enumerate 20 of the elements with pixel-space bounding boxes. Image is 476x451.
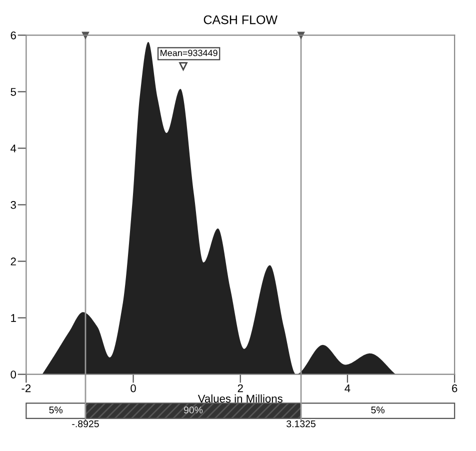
- y-tick-label: 6: [10, 31, 16, 40]
- y-tick-label: 2: [10, 258, 16, 266]
- y-tick-label: 4: [10, 144, 16, 152]
- x-tick-label: 4: [344, 384, 350, 392]
- annotation: Mean=933449: [160, 50, 218, 56]
- text: 5%: [49, 406, 63, 414]
- x-axis-title: Values in Millions: [198, 394, 282, 403]
- y-tick-label: 0: [10, 370, 16, 378]
- ref-line-label: -.8925: [72, 420, 99, 428]
- text: 5%: [371, 406, 384, 414]
- y-tick-label: 3: [10, 201, 16, 209]
- y-tick-label: 5: [10, 88, 16, 96]
- x-tick-label: 6: [452, 384, 458, 392]
- text: 90%: [184, 406, 203, 414]
- x-tick-label: 0: [130, 384, 136, 392]
- x-tick-label: 2: [238, 384, 243, 392]
- x-tick-label: -2: [22, 384, 31, 392]
- chart-title: CASH FLOW: [204, 15, 278, 24]
- y-tick-label: 1: [11, 314, 16, 322]
- ref-line-label: 3.1325: [286, 420, 316, 428]
